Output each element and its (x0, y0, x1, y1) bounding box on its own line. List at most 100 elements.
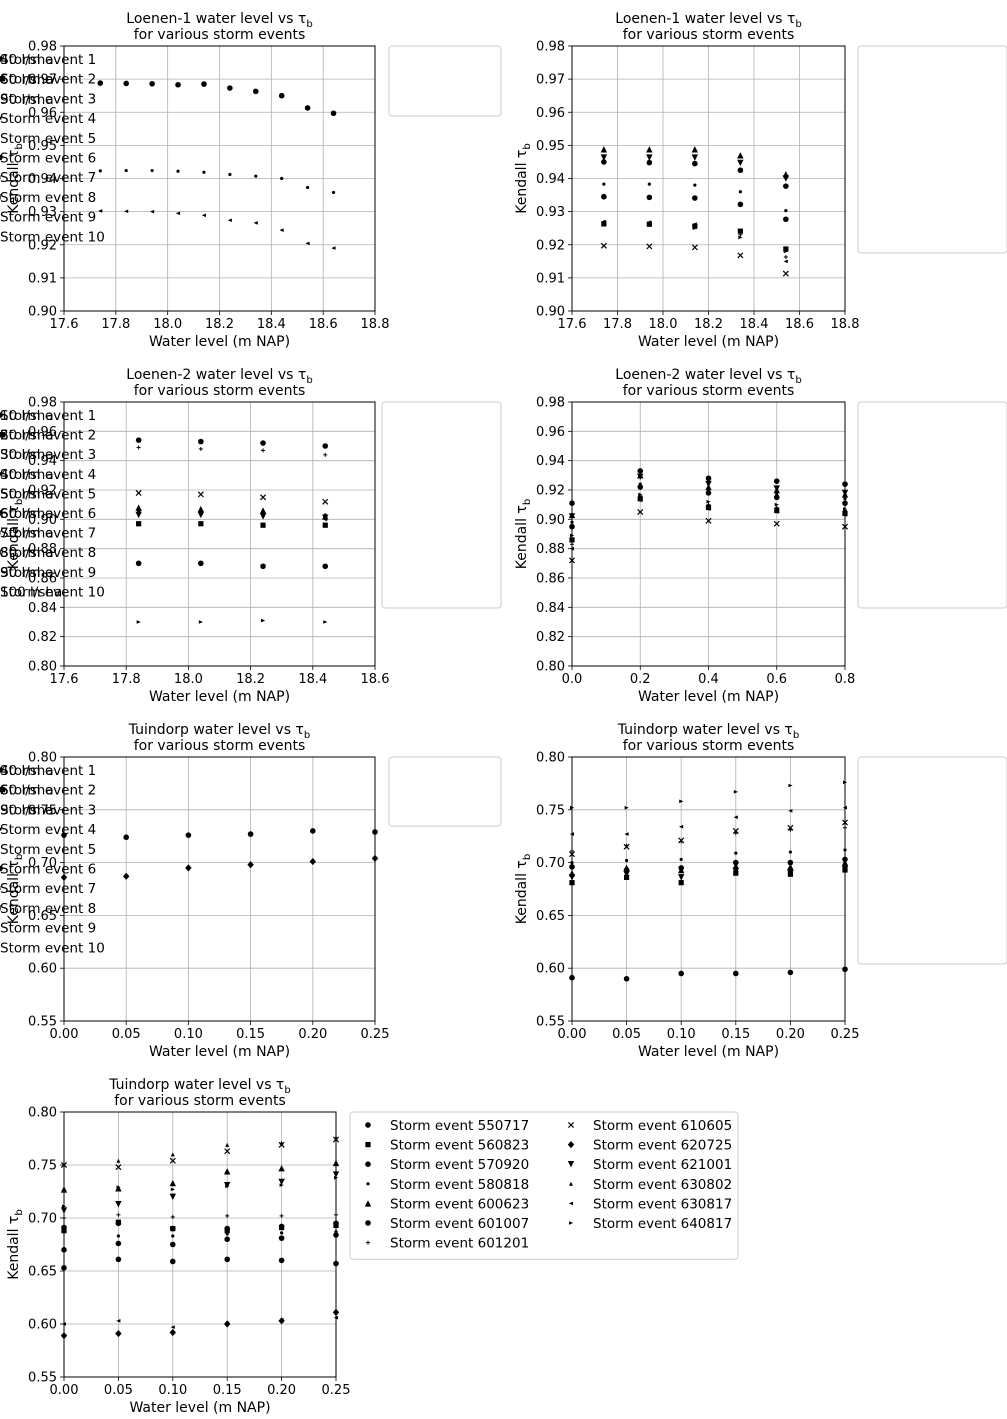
y-tick-label: 0.55 (536, 1015, 565, 1030)
legend-entry: Storm event 8 (0, 190, 96, 206)
legend-entry: Storm event 5 (0, 486, 96, 502)
data-point (842, 966, 848, 973)
data-point (124, 209, 129, 214)
legend-marker (0, 510, 3, 516)
data-point (601, 159, 607, 165)
chart-subtitle: for various storm events (134, 383, 306, 399)
data-point (170, 1152, 175, 1157)
data-point (253, 221, 258, 225)
data-point (322, 522, 328, 528)
legend-entry: Storm event 2 (0, 783, 96, 799)
x-tick-label: 18.6 (785, 317, 814, 332)
data-point (170, 1226, 176, 1232)
data-point (783, 249, 789, 254)
data-point (773, 494, 780, 501)
y-tick-label: 0.60 (28, 962, 57, 977)
x-tick-label: 0.25 (322, 1383, 351, 1398)
data-point (738, 230, 743, 234)
data-point (624, 805, 629, 810)
data-point (169, 1179, 176, 1187)
data-point (570, 542, 574, 547)
y-tick-label: 0.92 (28, 238, 57, 253)
x-tick-label: 17.8 (603, 317, 632, 332)
legend-entry: Storm event 10 (0, 229, 105, 245)
legend-marker (365, 1122, 371, 1128)
data-point (201, 213, 206, 218)
data-point (279, 1224, 285, 1231)
legend-entry: Storm event 570920 (390, 1157, 529, 1173)
y-tick-label: 0.70 (28, 856, 57, 871)
data-point (124, 168, 128, 173)
data-point (679, 799, 684, 804)
data-point (225, 1321, 230, 1325)
data-point (372, 829, 378, 835)
data-point (260, 440, 266, 446)
y-tick-label: 0.80 (536, 660, 565, 675)
legend-entry: 90 l/sha (0, 802, 54, 818)
data-point (774, 505, 779, 510)
data-point (170, 1258, 176, 1265)
y-tick-label: 0.88 (28, 542, 57, 557)
data-point (679, 857, 683, 862)
data-point (569, 832, 574, 836)
legend-entry: 40 l/sha (0, 467, 54, 483)
data-point (782, 170, 790, 178)
data-point (175, 81, 181, 88)
data-point (841, 491, 849, 498)
y-tick-label: 0.65 (536, 909, 565, 924)
legend-marker (567, 1141, 575, 1149)
data-point (787, 863, 794, 871)
y-tick-label: 0.92 (536, 238, 565, 253)
data-point (737, 152, 744, 159)
data-point (733, 815, 738, 819)
data-point (705, 475, 712, 482)
data-point (169, 1328, 176, 1337)
data-point (97, 80, 104, 86)
data-point (115, 1185, 122, 1192)
data-point (198, 438, 204, 445)
chart-subtitle: for various storm events (623, 27, 795, 43)
legend-entry: Storm event 560823 (390, 1138, 529, 1154)
legend-marker (0, 412, 3, 418)
y-tick-label: 0.60 (536, 962, 565, 977)
data-point (98, 169, 102, 173)
data-point (176, 169, 180, 173)
legend-entry: 90 l/sha (0, 92, 54, 108)
data-point (322, 498, 329, 505)
data-point (330, 110, 337, 117)
data-point (61, 1265, 67, 1271)
x-tick-label: 17.8 (112, 672, 141, 687)
data-point (842, 513, 847, 517)
plot-frame (63, 45, 376, 312)
data-point (171, 1234, 175, 1238)
legend-marker (567, 1121, 575, 1129)
x-tick-label: 0.00 (558, 1027, 587, 1042)
data-point (841, 859, 849, 866)
y-tick-label: 0.70 (536, 856, 565, 871)
data-point (278, 1235, 285, 1241)
data-point (601, 219, 606, 224)
x-tick-label: 0.05 (104, 1383, 133, 1398)
y-tick-label: 0.55 (28, 1371, 57, 1386)
y-tick-label: 0.94 (28, 172, 57, 187)
legend-entry: Storm event 550717 (390, 1118, 529, 1134)
data-point (568, 511, 576, 519)
data-point (224, 1148, 231, 1155)
data-point (647, 182, 651, 186)
data-point (842, 500, 848, 507)
legend-entry: 100 l/sha (0, 584, 62, 600)
data-point (647, 220, 652, 225)
data-point (98, 209, 103, 213)
data-point (706, 507, 711, 511)
legend-entry: Storm event 4 (0, 111, 96, 127)
x-axis-label: Water level (m NAP) (149, 334, 290, 350)
y-axis-label: Kendall τb (6, 143, 25, 214)
legend-marker (366, 1182, 370, 1186)
data-point (692, 222, 697, 227)
data-point (568, 851, 576, 858)
x-tick-label: 17.8 (101, 317, 130, 332)
data-point (259, 507, 267, 514)
data-point (149, 209, 155, 214)
legend-entry: Storm event 10 (0, 940, 105, 956)
